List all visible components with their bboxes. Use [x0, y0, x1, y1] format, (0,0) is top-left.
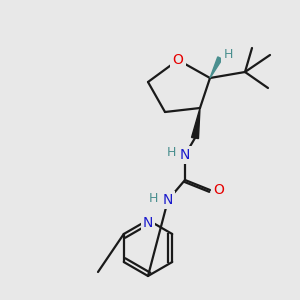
Text: O: O — [214, 183, 224, 197]
Text: H: H — [166, 146, 176, 160]
Text: N: N — [143, 216, 153, 230]
Text: H: H — [223, 49, 233, 62]
Text: O: O — [172, 53, 183, 67]
Text: H: H — [148, 191, 158, 205]
Text: N: N — [163, 193, 173, 207]
Polygon shape — [191, 108, 200, 139]
Text: N: N — [180, 148, 190, 162]
Polygon shape — [210, 57, 222, 78]
